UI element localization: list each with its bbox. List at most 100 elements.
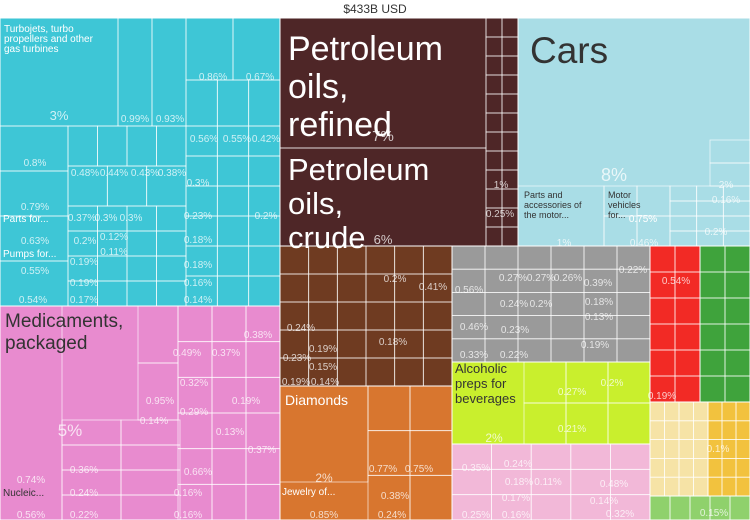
percent-label: 2% [719, 180, 734, 191]
treemap-subcell [0, 305, 63, 520]
percent-label: 0.11% [100, 247, 128, 258]
percent-label: 0.16% [174, 510, 202, 520]
percent-label: 0.93% [156, 114, 184, 125]
treemap-subcell [729, 495, 750, 520]
percent-label: 0.63% [21, 236, 49, 247]
percent-label: 0.14% [184, 295, 212, 306]
percent-label: 0.12% [100, 232, 128, 243]
percent-label: 0.2% [384, 274, 407, 285]
percent-label: 0.2% [601, 378, 624, 389]
percent-label: 0.17% [502, 493, 530, 504]
percent-label: 0.25% [462, 510, 490, 520]
product-share: 3% [50, 108, 69, 123]
percent-label: 0.2% [530, 299, 553, 310]
percent-label: 0.79% [21, 202, 49, 213]
product-share: 5% [58, 421, 83, 440]
percent-label: 0.56% [190, 134, 218, 145]
percent-label: 0.2% [74, 236, 97, 247]
treemap-chart: Turbojets, turbo propellers and other gas … [0, 18, 750, 520]
treemap-subcell [120, 494, 181, 520]
percent-label: 0.27% [558, 387, 586, 398]
product-label: Nucleic... [3, 488, 44, 499]
percent-label: 0.27% [499, 273, 527, 284]
product-share: 0.85% [310, 510, 338, 520]
percent-label: 0.48% [600, 479, 628, 490]
percent-label: 0.56% [455, 285, 483, 296]
percent-label: 0.16% [184, 278, 212, 289]
percent-label: 0.14% [140, 416, 168, 427]
percent-label: 0.24% [70, 488, 98, 499]
percent-label: 0.49% [173, 348, 201, 359]
product-label: Motor vehicles for... [608, 190, 641, 220]
percent-label: 0.16% [712, 195, 740, 206]
percent-label: 0.18% [585, 297, 613, 308]
percent-label: 0.38% [244, 330, 272, 341]
percent-label: 0.77% [369, 464, 397, 475]
percent-label: 0.22% [619, 265, 647, 276]
percent-label: 0.14% [590, 496, 618, 507]
percent-label: 0.24% [504, 459, 532, 470]
percent-label: 0.55% [223, 134, 251, 145]
product-label: Diamonds [285, 392, 348, 408]
percent-label: 0.3% [187, 178, 210, 189]
percent-label: 0.19% [232, 396, 260, 407]
percent-label: 0.33% [460, 350, 488, 361]
product-label: Petroleum oils, crude [288, 152, 429, 255]
percent-label: 0.99% [121, 114, 149, 125]
percent-label: 0.26% [554, 273, 582, 284]
percent-label: 0.14% [311, 377, 339, 388]
percent-label: 0.19% [581, 340, 609, 351]
percent-label: 0.23% [501, 325, 529, 336]
percent-label: 0.18% [379, 337, 407, 348]
percent-label: 0.86% [199, 72, 227, 83]
percent-label: 0.29% [180, 407, 208, 418]
percent-label: 0.21% [558, 424, 586, 435]
percent-label: 0.27% [527, 273, 555, 284]
percent-label: 0.74% [17, 475, 45, 486]
percent-label: 0.48% [71, 168, 99, 179]
percent-label: 0.95% [146, 396, 174, 407]
product-label: Jewelry of... [282, 487, 335, 498]
product-share: 2% [315, 471, 333, 485]
product-share: 8% [601, 165, 627, 185]
percent-label: 0.75% [629, 214, 657, 225]
percent-label: 0.11% [534, 477, 562, 488]
percent-label: 0.22% [70, 510, 98, 520]
percent-label: 0.22% [500, 350, 528, 361]
product-share: 1% [557, 238, 572, 249]
percent-label: 0.55% [21, 266, 49, 277]
product-share: 0.75% [629, 214, 657, 225]
product-label: Pumps for... [3, 249, 56, 260]
percent-label: 0.35% [462, 463, 490, 474]
product-label: Turbojets, turbo propellers and other gas … [4, 24, 94, 55]
transport-block [517, 18, 750, 247]
chart-title: $433B USD [343, 2, 407, 16]
percent-label: 0.24% [287, 323, 315, 334]
percent-label: 0.18% [184, 260, 212, 271]
percent-label: 0.41% [419, 282, 447, 293]
percent-label: 0.8% [24, 158, 47, 169]
percent-label: 0.19% [282, 377, 310, 388]
percent-label: 0.18% [505, 477, 533, 488]
percent-label: 0.1% [707, 444, 730, 455]
percent-label: 0.23% [184, 211, 212, 222]
percent-label: 0.13% [216, 427, 244, 438]
plastics-block [451, 443, 651, 520]
product-label: Cars [530, 30, 608, 71]
percent-label: 0.3% [120, 213, 143, 224]
percent-label: 0.2% [255, 211, 278, 222]
percent-label: 0.23% [283, 353, 311, 364]
percent-label: 0.24% [500, 299, 528, 310]
percent-label: 0.32% [606, 509, 634, 520]
percent-label: 0.25% [486, 209, 514, 220]
percent-label: 0.15% [700, 508, 728, 519]
percent-label: 1% [494, 180, 509, 191]
percent-label: 0.2% [705, 227, 728, 238]
treemap-subcell [709, 162, 750, 187]
percent-label: 0.32% [180, 378, 208, 389]
product-label: Parts for... [3, 214, 49, 225]
percent-label: 0.46% [460, 322, 488, 333]
percent-label: 0.37% [68, 213, 96, 224]
product-share: 6% [374, 232, 393, 247]
percent-label: 0.39% [584, 278, 612, 289]
